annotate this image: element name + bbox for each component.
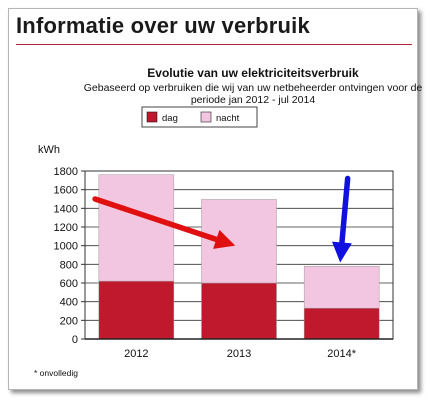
legend-label-nacht: nacht <box>216 113 240 124</box>
y-tick-label-800: 800 <box>60 259 78 271</box>
y-tick-label-1200: 1200 <box>54 222 78 234</box>
x-tick-label-2013: 2013 <box>227 348 251 360</box>
chart-subtitle-line-2: periode jan 2012 - jul 2014 <box>191 94 316 106</box>
y-tick-label-1000: 1000 <box>54 241 78 253</box>
chart-subtitle-line-1: Gebaseerd op verbruiken die wij van uw n… <box>84 82 423 94</box>
annotation-arrow-head-2 <box>331 241 352 263</box>
y-tick-label-1600: 1600 <box>54 185 78 197</box>
legend-box <box>141 106 258 128</box>
bar-dag-2014 <box>303 307 380 340</box>
legend: dag nacht <box>141 106 258 128</box>
x-tick-label-2012: 2012 <box>124 348 148 360</box>
bar-nacht-2013 <box>201 199 277 284</box>
bar-dag-2013 <box>201 282 277 340</box>
chart-title: Evolutie van uw elektriciteitsverbruik <box>147 66 359 80</box>
y-tick-label-0: 0 <box>72 334 78 346</box>
legend-swatch-nacht <box>200 111 212 123</box>
y-axis-label: kWh <box>38 144 60 156</box>
bar-nacht-2014 <box>303 265 380 309</box>
title-rule <box>16 44 412 45</box>
plot-area: 0 200 400 600 800 1000 1200 1400 1600 1800 2012 201… <box>54 166 394 360</box>
annotation-arrow-shaft-2 <box>339 175 351 246</box>
bar-dag-2012 <box>98 280 175 340</box>
bar-nacht-2012 <box>98 174 175 282</box>
y-tick-label-1800: 1800 <box>54 166 78 178</box>
footnote: * onvolledig <box>34 368 78 378</box>
y-tick-label-600: 600 <box>60 278 78 290</box>
y-tick-label-1400: 1400 <box>54 203 78 215</box>
x-tick-label-2014: 2014* <box>327 348 356 360</box>
legend-swatch-dag <box>146 111 158 123</box>
y-tick-label-200: 200 <box>60 315 78 327</box>
annotation-arrow-shaft-1 <box>92 196 220 243</box>
page-title: Informatie over uw verbruik <box>16 13 310 38</box>
legend-label-dag: dag <box>162 113 178 124</box>
annotation-arrow-head-1 <box>213 229 236 249</box>
y-tick-label-400: 400 <box>60 297 78 309</box>
